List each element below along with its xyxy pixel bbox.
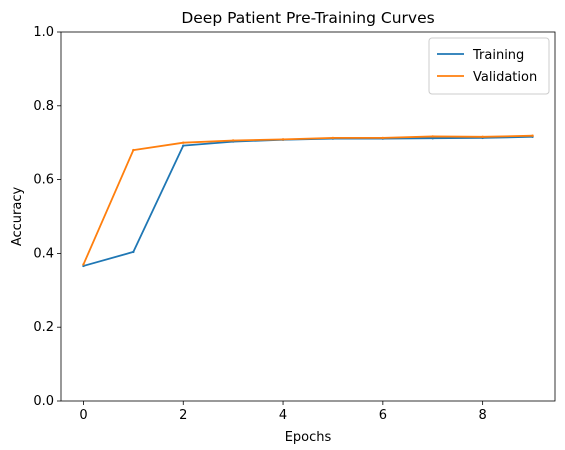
data-point-validation	[431, 135, 434, 138]
series-line-training	[82, 135, 534, 268]
x-tick-label: 6	[379, 408, 387, 423]
y-tick-label: 0.6	[33, 173, 54, 188]
data-point-training	[182, 144, 185, 147]
x-axis-label: Epochs	[285, 430, 332, 445]
data-point-training	[431, 137, 434, 140]
data-point-validation	[381, 136, 385, 140]
y-tick-label: 0.4	[33, 246, 54, 261]
data-point-validation	[132, 148, 135, 152]
y-tick-label: 0.8	[33, 99, 54, 114]
legend-label-training: Training	[472, 48, 524, 63]
data-point-validation	[481, 135, 484, 138]
data-point-validation	[331, 136, 335, 140]
data-point-validation	[82, 263, 85, 266]
data-point-validation	[182, 141, 185, 144]
plot-frame	[60, 31, 556, 402]
chart-title: Deep Patient Pre-Training Curves	[181, 9, 434, 27]
data-point-validation	[231, 139, 235, 142]
y-tick-label: 0.2	[33, 320, 54, 335]
legend-box	[428, 37, 550, 95]
series-line-validation	[82, 134, 534, 266]
y-axis-label: Accuracy	[10, 187, 25, 247]
x-tick-label: 2	[179, 408, 187, 423]
data-point-validation	[281, 138, 285, 141]
x-tick-label: 8	[479, 408, 487, 423]
x-tick-label: 0	[79, 408, 87, 423]
x-tick-label: 4	[279, 408, 287, 423]
legend-label-validation: Validation	[473, 70, 537, 85]
data-point-validation	[531, 134, 534, 137]
data-point-training	[132, 250, 135, 254]
y-tick-label: 0.0	[33, 394, 54, 409]
y-tick-label: 1.0	[33, 25, 54, 40]
